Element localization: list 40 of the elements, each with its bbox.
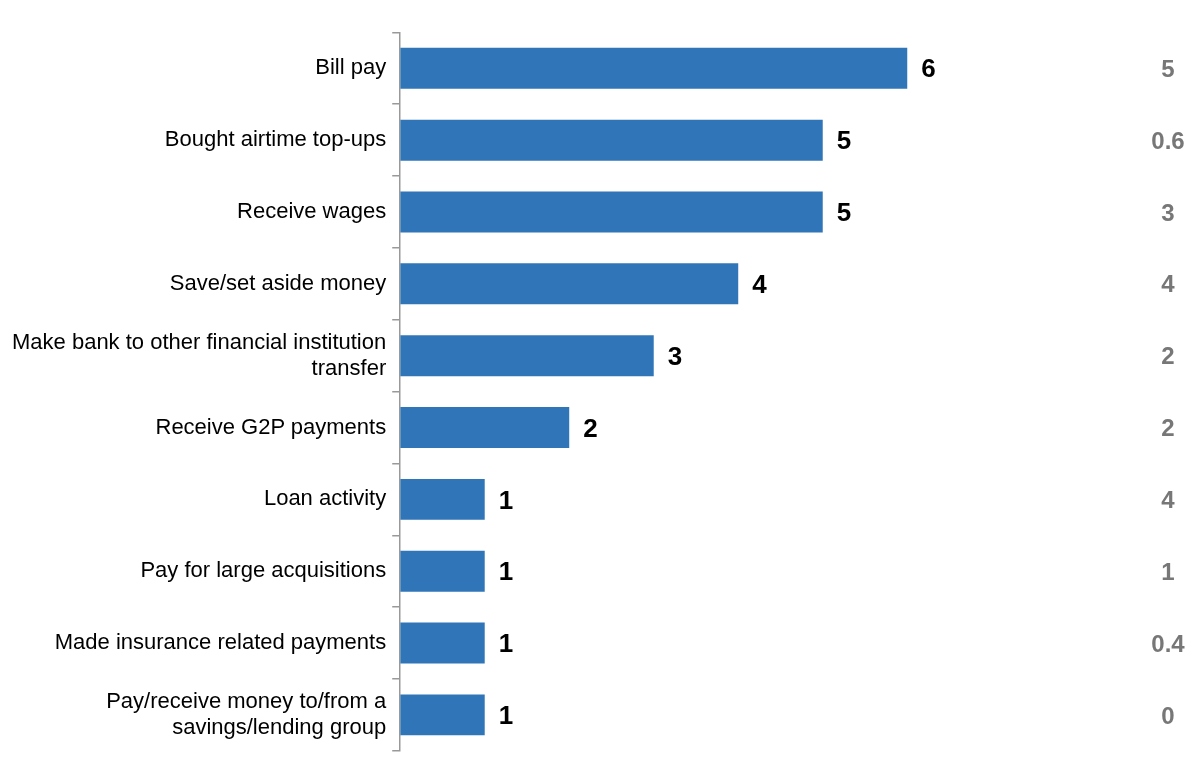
bar: [400, 47, 908, 89]
text: 4: [1161, 270, 1176, 298]
data-label: 1: [498, 484, 514, 515]
data-label: 1: [498, 700, 514, 731]
data-label: 1: [498, 628, 514, 659]
text: 4: [1161, 485, 1176, 513]
text: 0: [1161, 701, 1175, 729]
y-tick-label: Bill pay: [315, 54, 387, 80]
data-label: 5: [836, 197, 852, 228]
y-tick-label: Receive wages: [237, 198, 387, 224]
bar: [400, 622, 485, 664]
bar: [400, 407, 570, 448]
y-tick-label: Pay for large acquisitions: [140, 557, 387, 583]
text: 0.6: [1151, 126, 1185, 154]
data-label: 6: [921, 53, 936, 84]
text: 0.4: [1151, 629, 1186, 657]
data-label: 1: [498, 556, 514, 587]
text: 2: [1161, 342, 1175, 370]
bar: [400, 263, 739, 305]
data-label: 4: [752, 269, 768, 300]
y-tick-label: Loan activity: [263, 485, 387, 511]
text: 2: [1161, 414, 1175, 442]
bar: [400, 550, 485, 592]
bar: [400, 191, 823, 233]
bar: [400, 335, 654, 377]
y-tick-label: Pay/receive money to/from a savings/lending group: [106, 687, 387, 740]
y-tick-label: Receive G2P payments: [155, 413, 387, 439]
data-label: 3: [667, 340, 683, 371]
data-label: 5: [836, 125, 852, 156]
text: 1: [1161, 557, 1175, 585]
text: 5: [1161, 54, 1175, 82]
bar: [400, 119, 823, 161]
bar: [400, 694, 485, 736]
y-tick-label: Bought airtime top-ups: [164, 126, 387, 152]
y-tick-label: Save/set aside money: [169, 269, 387, 295]
y-tick-label: Made insurance related payments: [54, 629, 387, 655]
text: 3: [1161, 198, 1175, 226]
data-label: 2: [583, 412, 598, 443]
y-tick-label: Make bank to other financial institution transfer: [12, 328, 387, 380]
bar: [400, 478, 485, 520]
